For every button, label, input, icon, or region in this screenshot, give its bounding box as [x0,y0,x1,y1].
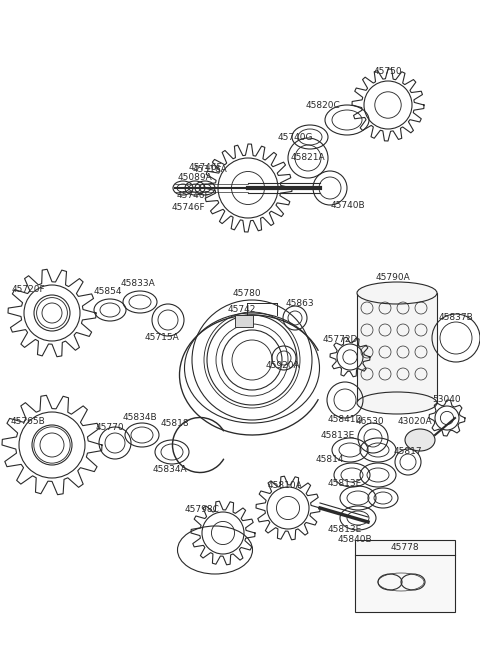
Text: 45770: 45770 [96,422,124,432]
Text: 45820C: 45820C [306,100,340,109]
Text: 45818: 45818 [161,419,189,428]
Text: 45834B: 45834B [123,413,157,422]
Text: 45765B: 45765B [11,417,46,426]
Text: 45750: 45750 [374,67,402,77]
Text: 45089A: 45089A [178,174,212,183]
Text: 45813E: 45813E [328,479,362,487]
Bar [355,540,455,612]
Text: 45790A: 45790A [376,274,410,282]
Text: 45740B: 45740B [331,200,365,210]
Text: 45746F: 45746F [171,204,205,212]
Text: 45841D: 45841D [327,415,363,424]
Bar [235,315,253,327]
Text: 45772D: 45772D [322,335,358,345]
Text: 43020A: 43020A [398,417,432,426]
Text: 45746F: 45746F [188,164,222,172]
Text: 45863: 45863 [286,299,314,307]
Text: 45920A: 45920A [266,360,300,369]
Text: 45715A: 45715A [144,333,180,343]
Text: 45316A: 45316A [192,166,228,174]
Text: 45817: 45817 [394,447,422,457]
Text: 45813E: 45813E [321,430,355,440]
Ellipse shape [405,429,435,451]
Text: 45837B: 45837B [439,312,473,322]
Text: 45720F: 45720F [11,286,45,295]
Text: 45813E: 45813E [328,525,362,534]
Text: 46530: 46530 [356,417,384,426]
Text: 45821A: 45821A [291,153,325,162]
Text: 45833A: 45833A [120,278,156,288]
Text: 45840B: 45840B [338,536,372,544]
Text: 45746F: 45746F [176,191,210,200]
Text: 45798C: 45798C [185,506,219,514]
Text: 45780: 45780 [233,288,261,297]
Text: 45810A: 45810A [268,481,302,491]
Text: 45854: 45854 [94,288,122,297]
Text: 53040: 53040 [432,396,461,405]
Bar [357,293,437,403]
Ellipse shape [357,282,437,304]
Text: 45814: 45814 [316,455,344,464]
Text: 45778: 45778 [391,542,420,552]
Text: 45742: 45742 [228,305,256,314]
Text: 45834A: 45834A [153,466,187,474]
Text: 45740G: 45740G [277,132,313,141]
Ellipse shape [357,392,437,414]
